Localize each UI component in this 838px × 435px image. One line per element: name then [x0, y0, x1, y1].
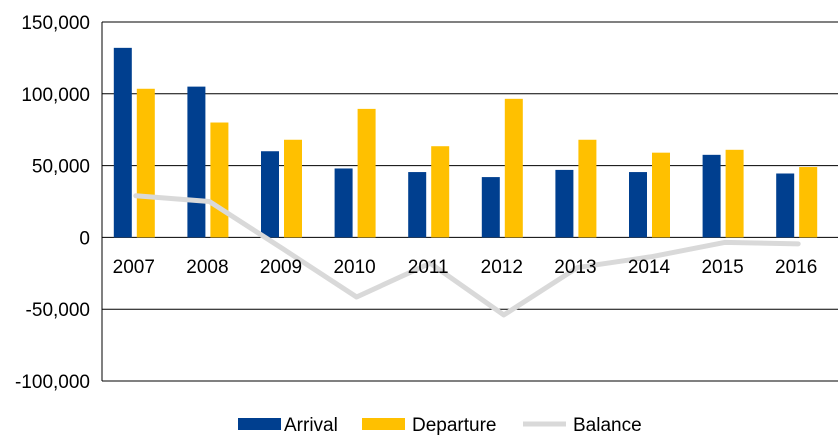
- arrival-legend-swatch: [238, 418, 281, 430]
- arrival-bar: [629, 172, 647, 238]
- departure-legend-label: Departure: [412, 415, 497, 435]
- arrival-bar: [555, 169, 574, 238]
- x-category-label: 2012: [481, 257, 523, 278]
- x-category-label: 2008: [186, 257, 228, 278]
- x-category-label: 2015: [701, 257, 743, 278]
- departure-bar: [652, 152, 670, 238]
- arrival-bar: [261, 151, 279, 238]
- departure-bar: [578, 139, 597, 238]
- arrival-bar: [113, 47, 132, 238]
- departure-bar: [725, 149, 744, 238]
- x-axis-categories: 2007 2008 2009 2010 2011 2012 2013 2014 2015 2016: [113, 257, 818, 278]
- y-tick-label: 0: [79, 228, 90, 249]
- x-category-label: 2009: [260, 257, 302, 278]
- arrival-bar: [408, 172, 427, 238]
- y-tick-label: -50,000: [26, 300, 90, 321]
- departure-legend-swatch: [362, 418, 405, 430]
- y-tick-label: -100,000: [15, 372, 90, 393]
- departure-bar: [431, 146, 450, 238]
- departure-bar: [210, 122, 229, 238]
- legend: Arrival Departure Balance: [238, 415, 642, 435]
- arrival-bar: [187, 86, 206, 238]
- x-category-label: 2010: [333, 257, 375, 278]
- arrival-bar: [481, 177, 500, 238]
- departure-bar: [504, 98, 523, 238]
- x-category-label: 2011: [408, 257, 449, 278]
- arrival-legend-label: Arrival: [284, 415, 338, 435]
- departure-bar: [799, 167, 818, 238]
- x-category-label: 2013: [554, 257, 596, 278]
- balance-legend-label: Balance: [573, 415, 642, 435]
- x-category-label: 2016: [775, 257, 817, 278]
- departure-bar: [136, 88, 155, 238]
- departure-bar: [357, 108, 376, 238]
- departure-bar: [284, 139, 302, 238]
- arrival-bar: [702, 154, 721, 238]
- x-category-label: 2014: [628, 257, 671, 278]
- balance-line: [133, 193, 801, 318]
- x-category-label: 2007: [113, 257, 155, 278]
- balance-line-group: [133, 193, 801, 318]
- y-tick-label: 100,000: [21, 85, 90, 106]
- y-tick-label: 50,000: [32, 157, 90, 178]
- arrival-bar: [776, 173, 795, 238]
- arrival-bar: [334, 168, 353, 238]
- y-axis-ticks: 150,000 100,000 50,000 0 -50,000 -100,000: [15, 13, 90, 393]
- y-tick-label: 150,000: [21, 13, 90, 34]
